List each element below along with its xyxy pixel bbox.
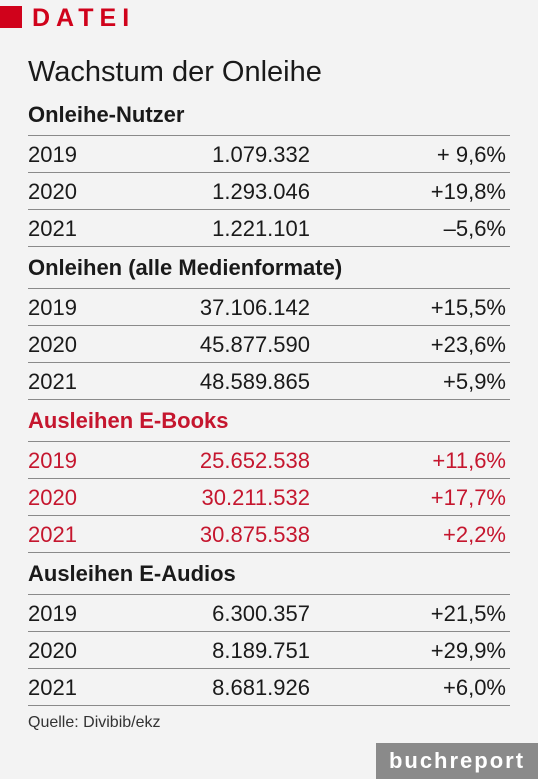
section-heading: Onleihe-Nutzer <box>28 100 510 136</box>
value-cell: 25.652.538 <box>199 448 310 473</box>
value-cell: 1.079.332 <box>212 142 310 167</box>
change-cell: –5,6% <box>443 216 506 241</box>
value-cell: 30.875.538 <box>199 522 310 547</box>
year-cell: 2019 <box>28 601 77 626</box>
year-cell: 2021 <box>28 675 77 700</box>
data-table: Onleihe-Nutzer 2019 1.079.332 + 9,6% 202… <box>28 100 510 706</box>
change-cell: +11,6% <box>432 448 506 473</box>
value-cell: 1.293.046 <box>212 179 310 204</box>
section-onleihen: Onleihen (alle Medienformate) 2019 37.10… <box>28 253 510 400</box>
section-heading: Ausleihen E-Audios <box>28 559 510 595</box>
change-cell: +19,8% <box>430 179 506 204</box>
value-cell: 8.681.926 <box>212 675 310 700</box>
table-row: 2020 30.211.532 +17,7% <box>28 479 510 516</box>
year-cell: 2021 <box>28 369 77 394</box>
table-row: 2021 30.875.538 +2,2% <box>28 516 510 553</box>
year-cell: 2019 <box>28 295 77 320</box>
table-row: 2019 25.652.538 +11,6% <box>28 442 510 479</box>
red-square-icon <box>0 6 22 28</box>
table-row: 2020 1.293.046 +19,8% <box>28 173 510 210</box>
section-heading: Ausleihen E-Books <box>28 406 510 442</box>
value-cell: 30.211.532 <box>201 485 310 510</box>
change-cell: +23,6% <box>430 332 506 357</box>
section-ausleihen-ebooks: Ausleihen E-Books 2019 25.652.538 +11,6%… <box>28 406 510 553</box>
value-cell: 1.221.101 <box>212 216 310 241</box>
value-cell: 8.189.751 <box>212 638 310 663</box>
value-cell: 6.300.357 <box>212 601 310 626</box>
year-cell: 2020 <box>28 332 77 357</box>
table-row: 2020 8.189.751 +29,9% <box>28 632 510 669</box>
change-cell: +15,5% <box>430 295 506 320</box>
year-cell: 2021 <box>28 522 77 547</box>
year-cell: 2019 <box>28 142 77 167</box>
table-row: 2019 37.106.142 +15,5% <box>28 289 510 326</box>
table-row: 2019 6.300.357 +21,5% <box>28 595 510 632</box>
value-cell: 45.877.590 <box>199 332 310 357</box>
page-title: Wachstum der Onleihe <box>28 56 322 88</box>
section-ausleihen-eaudios: Ausleihen E-Audios 2019 6.300.357 +21,5%… <box>28 559 510 706</box>
change-cell: +17,7% <box>430 485 506 510</box>
source-note: Quelle: Divibib/ekz <box>28 714 161 731</box>
value-cell: 37.106.142 <box>199 295 310 320</box>
table-row: 2021 48.589.865 +5,9% <box>28 363 510 400</box>
year-cell: 2020 <box>28 179 77 204</box>
change-cell: +6,0% <box>443 675 506 700</box>
brand-logo: buchreport <box>376 743 538 779</box>
change-cell: +5,9% <box>443 369 506 394</box>
year-cell: 2020 <box>28 638 77 663</box>
year-cell: 2019 <box>28 448 77 473</box>
value-cell: 48.589.865 <box>199 369 310 394</box>
table-row: 2020 45.877.590 +23,6% <box>28 326 510 363</box>
header-bar: DATEI <box>0 0 538 36</box>
table-row: 2021 1.221.101 –5,6% <box>28 210 510 247</box>
change-cell: +2,2% <box>443 522 506 547</box>
change-cell: +29,9% <box>430 638 506 663</box>
year-cell: 2021 <box>28 216 77 241</box>
section-heading: Onleihen (alle Medienformate) <box>28 253 510 289</box>
change-cell: + 9,6% <box>436 142 506 167</box>
table-row: 2019 1.079.332 + 9,6% <box>28 136 510 173</box>
change-cell: +21,5% <box>430 601 506 626</box>
section-onleihe-nutzer: Onleihe-Nutzer 2019 1.079.332 + 9,6% 202… <box>28 100 510 247</box>
year-cell: 2020 <box>28 485 77 510</box>
table-row: 2021 8.681.926 +6,0% <box>28 669 510 706</box>
section-label: DATEI <box>32 4 136 32</box>
